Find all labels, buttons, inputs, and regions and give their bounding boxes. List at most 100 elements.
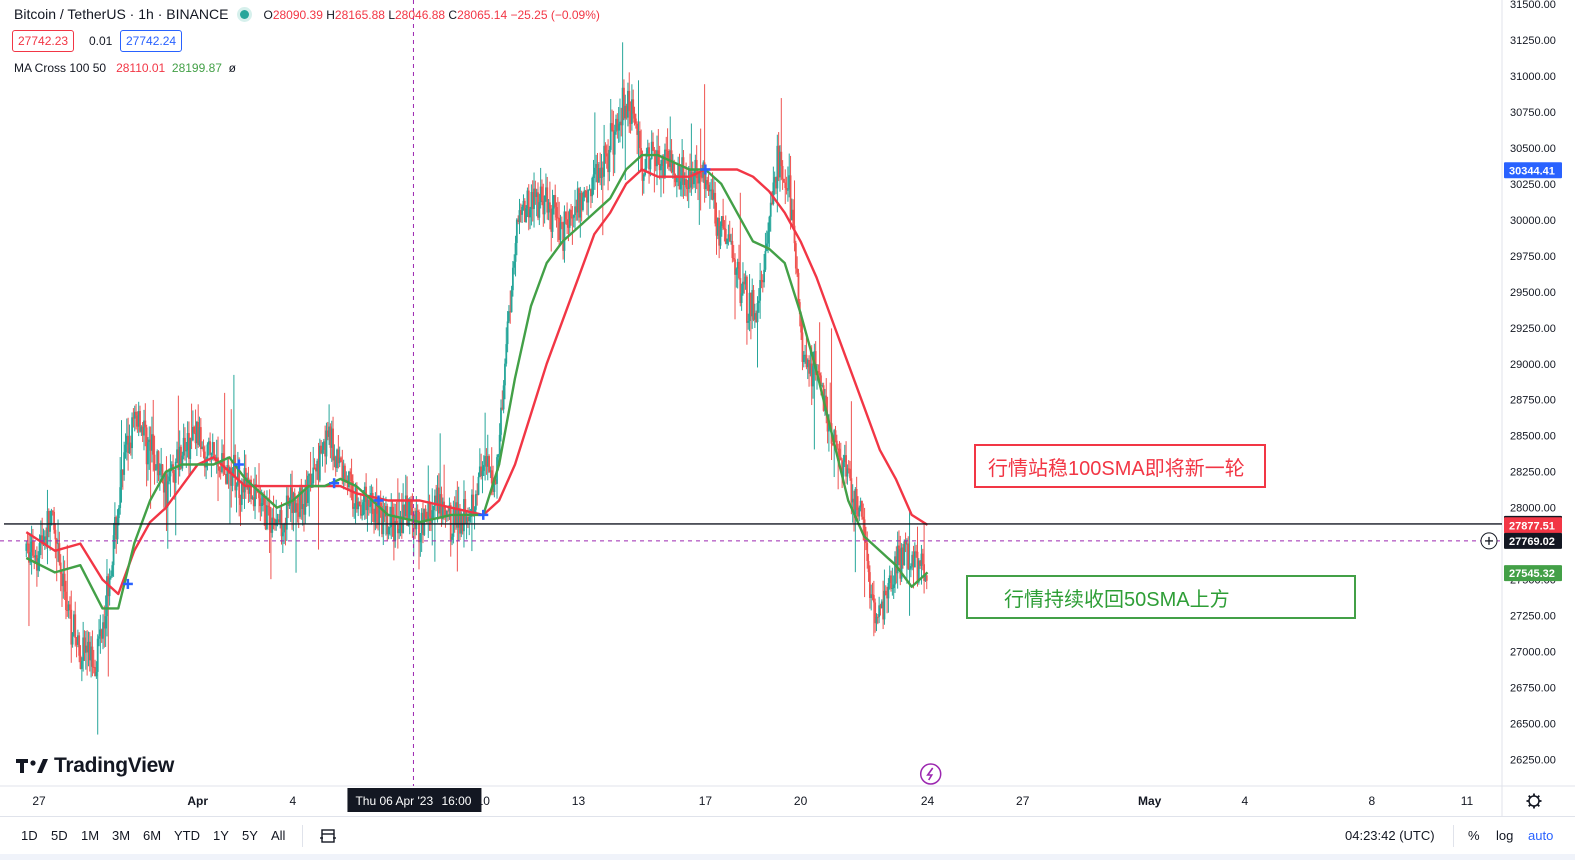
candle-body bbox=[535, 192, 538, 197]
symbol-title[interactable]: Bitcoin / TetherUS · 1h · BINANCE bbox=[14, 6, 229, 22]
candle-body bbox=[625, 105, 628, 118]
price-chart[interactable]: 26250.00 26500.00 26750.00 27000.00 27250.00… bbox=[0, 0, 1575, 816]
candle-body bbox=[489, 470, 492, 472]
candle-body bbox=[480, 466, 483, 477]
indicator-legend[interactable]: MA Cross 100 50 28110.01 28199.87 ø bbox=[14, 61, 236, 75]
candle-body bbox=[808, 359, 810, 374]
candle-body bbox=[917, 560, 920, 583]
candle-body bbox=[661, 156, 664, 166]
candle-body bbox=[239, 498, 242, 505]
percent-toggle[interactable]: % bbox=[1468, 828, 1480, 843]
candle-body bbox=[510, 290, 513, 313]
candle-body bbox=[697, 178, 699, 184]
x-tick-label: 27 bbox=[32, 794, 46, 808]
candle-body bbox=[739, 278, 742, 303]
tradingview-logo[interactable]: TradingView bbox=[16, 754, 174, 778]
candle-body bbox=[144, 420, 147, 428]
candle-body bbox=[342, 465, 345, 481]
annotation-red[interactable]: 行情站稳100SMA即将新一轮 bbox=[974, 444, 1266, 488]
log-toggle[interactable]: log bbox=[1496, 828, 1514, 843]
candle-body bbox=[153, 454, 156, 471]
gear-tooth bbox=[1528, 795, 1532, 799]
candle-body bbox=[378, 502, 381, 525]
candle-body bbox=[98, 636, 100, 639]
candle-body bbox=[451, 536, 453, 540]
candle-body bbox=[123, 452, 126, 475]
range-6m[interactable]: 6M bbox=[143, 828, 162, 843]
candle-body bbox=[157, 451, 160, 476]
candle-body bbox=[629, 111, 632, 124]
candle-body bbox=[92, 666, 95, 668]
candle-body bbox=[354, 486, 357, 508]
sell-price-box[interactable]: 27742.23 bbox=[12, 30, 75, 52]
candle-body bbox=[235, 484, 238, 491]
candle-body bbox=[641, 169, 644, 181]
candle-body bbox=[809, 363, 812, 374]
toolbar-divider-2 bbox=[1453, 825, 1454, 847]
ma-line-ma-100[interactable] bbox=[25, 168, 929, 596]
candle-body bbox=[894, 556, 896, 585]
candle-body bbox=[638, 131, 641, 149]
candle-body bbox=[726, 238, 728, 244]
candle-body bbox=[210, 452, 213, 455]
candle-body bbox=[128, 442, 131, 453]
indicator-settings-icon[interactable]: ø bbox=[228, 61, 236, 75]
candle-body bbox=[919, 560, 922, 566]
event-lightning-icon[interactable] bbox=[919, 763, 942, 785]
annotation-green[interactable]: 行情持续收回50SMA上方 bbox=[966, 575, 1356, 619]
candle-body bbox=[149, 439, 152, 451]
candle-body bbox=[195, 422, 198, 444]
candle-body bbox=[511, 267, 514, 291]
settings-gear-icon[interactable] bbox=[1528, 795, 1540, 807]
range-5y[interactable]: 5Y bbox=[242, 828, 258, 843]
date-range-icon[interactable] bbox=[319, 827, 337, 845]
candle-body bbox=[838, 448, 841, 458]
candle-body bbox=[55, 539, 58, 544]
candle-body bbox=[416, 510, 419, 513]
range-1m[interactable]: 1M bbox=[81, 828, 100, 843]
candle-body bbox=[868, 572, 871, 598]
candle-body bbox=[38, 543, 41, 559]
candle-body bbox=[184, 437, 186, 451]
candle-body bbox=[420, 512, 423, 534]
candle-body bbox=[162, 482, 165, 493]
candle-body bbox=[84, 645, 87, 653]
candle-body bbox=[722, 216, 725, 228]
candle-body bbox=[185, 450, 188, 452]
candle-body bbox=[231, 471, 234, 486]
candle-body bbox=[424, 508, 427, 518]
candle-body bbox=[904, 541, 907, 544]
candle-body bbox=[527, 190, 530, 218]
candle-body bbox=[882, 601, 885, 620]
candle-body bbox=[75, 637, 78, 645]
candle-body bbox=[530, 192, 533, 210]
range-all[interactable]: All bbox=[271, 828, 286, 843]
candle-body bbox=[588, 189, 591, 191]
candle-body bbox=[408, 499, 411, 520]
range-ytd[interactable]: YTD bbox=[174, 828, 200, 843]
candle-body bbox=[439, 494, 442, 514]
change-value: −25.25 (−0.09%) bbox=[510, 8, 600, 22]
candle-body bbox=[151, 434, 153, 451]
range-5d[interactable]: 5D bbox=[51, 828, 68, 843]
candle-body bbox=[357, 501, 360, 510]
candle-body bbox=[419, 533, 422, 543]
range-1y[interactable]: 1Y bbox=[213, 828, 229, 843]
candle-body bbox=[665, 149, 668, 151]
ma-line-ma-50[interactable] bbox=[25, 153, 929, 610]
candle-body bbox=[751, 289, 754, 317]
auto-toggle[interactable]: auto bbox=[1528, 828, 1554, 843]
candle-body bbox=[547, 202, 550, 213]
candle-body bbox=[912, 554, 915, 568]
range-1d[interactable]: 1D bbox=[21, 828, 38, 843]
candle-body bbox=[681, 157, 684, 182]
candle-body bbox=[781, 165, 784, 179]
candle-body bbox=[488, 456, 490, 472]
buy-price-box[interactable]: 27742.24 bbox=[120, 30, 183, 52]
candle-body bbox=[539, 186, 542, 203]
range-3m[interactable]: 3M bbox=[112, 828, 131, 843]
clock[interactable]: 04:23:42 (UTC) bbox=[1345, 828, 1435, 843]
candle-body bbox=[332, 428, 334, 461]
candle-body bbox=[627, 90, 629, 118]
candle-body bbox=[842, 462, 845, 477]
